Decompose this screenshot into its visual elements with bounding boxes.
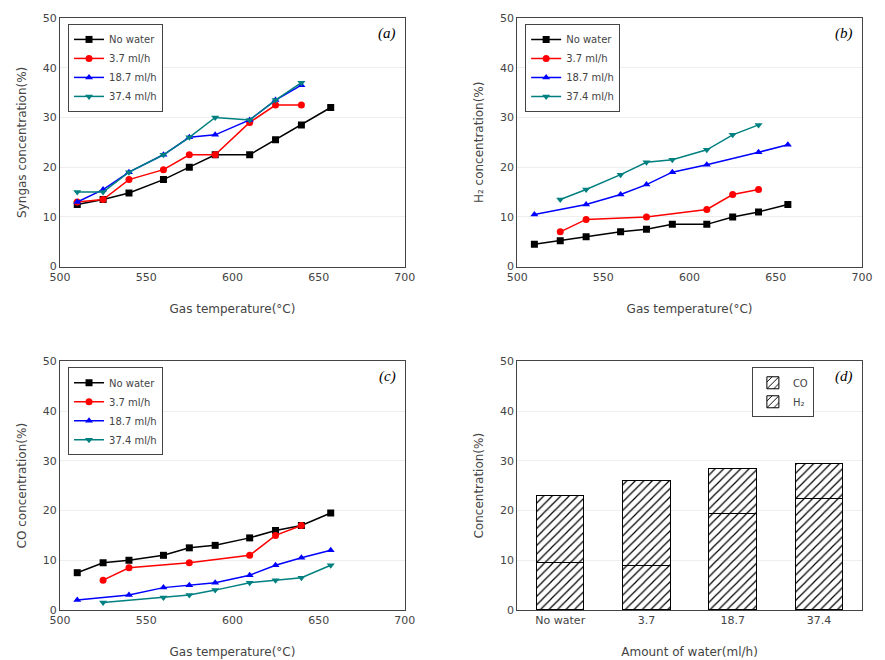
svg-text:30: 30 [500,111,514,124]
svg-text:No water: No water [109,34,155,45]
svg-text:550: 550 [136,614,157,627]
svg-text:10: 10 [500,211,514,224]
svg-text:Amount of water(ml/h): Amount of water(ml/h) [621,645,758,659]
svg-text:40: 40 [500,405,514,418]
svg-text:Gas temperature(°C): Gas temperature(°C) [169,302,295,316]
svg-text:600: 600 [679,271,700,284]
svg-text:550: 550 [593,271,614,284]
svg-text:(a): (a) [378,25,396,42]
svg-text:700: 700 [394,271,415,284]
svg-text:Gas temperature(°C): Gas temperature(°C) [627,302,753,316]
svg-text:Gas temperature(°C): Gas temperature(°C) [169,645,295,659]
svg-text:30: 30 [43,455,57,468]
svg-text:3.7 ml/h: 3.7 ml/h [566,53,607,64]
svg-text:10: 10 [43,554,57,567]
svg-text:H₂ concentration(%): H₂ concentration(%) [472,82,486,204]
svg-text:0: 0 [50,260,57,273]
svg-text:50: 50 [500,355,514,368]
svg-text:Syngas concentration(%): Syngas concentration(%) [15,67,29,218]
svg-text:18.7: 18.7 [720,614,745,627]
svg-text:50: 50 [43,355,57,368]
svg-text:No water: No water [109,378,155,389]
svg-text:37.4: 37.4 [807,614,832,627]
svg-text:18.7 ml/h: 18.7 ml/h [566,72,614,83]
svg-text:600: 600 [222,614,243,627]
svg-text:650: 650 [308,271,329,284]
svg-text:40: 40 [43,62,57,75]
svg-text:500: 500 [507,271,528,284]
svg-text:600: 600 [222,271,243,284]
svg-text:18.7 ml/h: 18.7 ml/h [109,416,157,427]
svg-text:10: 10 [500,554,514,567]
svg-text:37.4 ml/h: 37.4 ml/h [109,435,157,446]
svg-text:37.4 ml/h: 37.4 ml/h [566,91,614,102]
svg-text:550: 550 [136,271,157,284]
svg-text:700: 700 [394,614,415,627]
svg-text:700: 700 [852,271,873,284]
svg-text:20: 20 [500,504,514,517]
svg-text:(d): (d) [835,368,853,385]
svg-text:3.7 ml/h: 3.7 ml/h [109,53,150,64]
svg-text:CO: CO [793,378,808,389]
svg-text:0: 0 [507,260,514,273]
svg-text:0: 0 [50,604,57,617]
svg-text:500: 500 [50,614,71,627]
svg-text:30: 30 [500,455,514,468]
svg-text:20: 20 [500,161,514,174]
svg-text:40: 40 [500,62,514,75]
svg-text:500: 500 [50,271,71,284]
svg-text:50: 50 [500,12,514,25]
svg-text:3.7: 3.7 [638,614,656,627]
svg-text:50: 50 [43,12,57,25]
svg-text:40: 40 [43,405,57,418]
svg-text:0: 0 [507,604,514,617]
svg-text:H₂: H₂ [793,397,805,408]
svg-text:10: 10 [43,211,57,224]
svg-text:No water: No water [535,614,585,627]
svg-text:37.4 ml/h: 37.4 ml/h [109,91,157,102]
svg-text:650: 650 [765,271,786,284]
svg-text:20: 20 [43,161,57,174]
svg-text:Concentration(%): Concentration(%) [472,433,486,539]
svg-text:20: 20 [43,504,57,517]
svg-text:(c): (c) [379,368,396,385]
svg-text:30: 30 [43,111,57,124]
svg-text:CO concentration(%): CO concentration(%) [15,423,29,549]
svg-text:18.7 ml/h: 18.7 ml/h [109,72,157,83]
svg-text:650: 650 [308,614,329,627]
svg-text:(b): (b) [835,25,853,42]
svg-text:3.7 ml/h: 3.7 ml/h [109,397,150,408]
svg-text:No water: No water [566,34,612,45]
